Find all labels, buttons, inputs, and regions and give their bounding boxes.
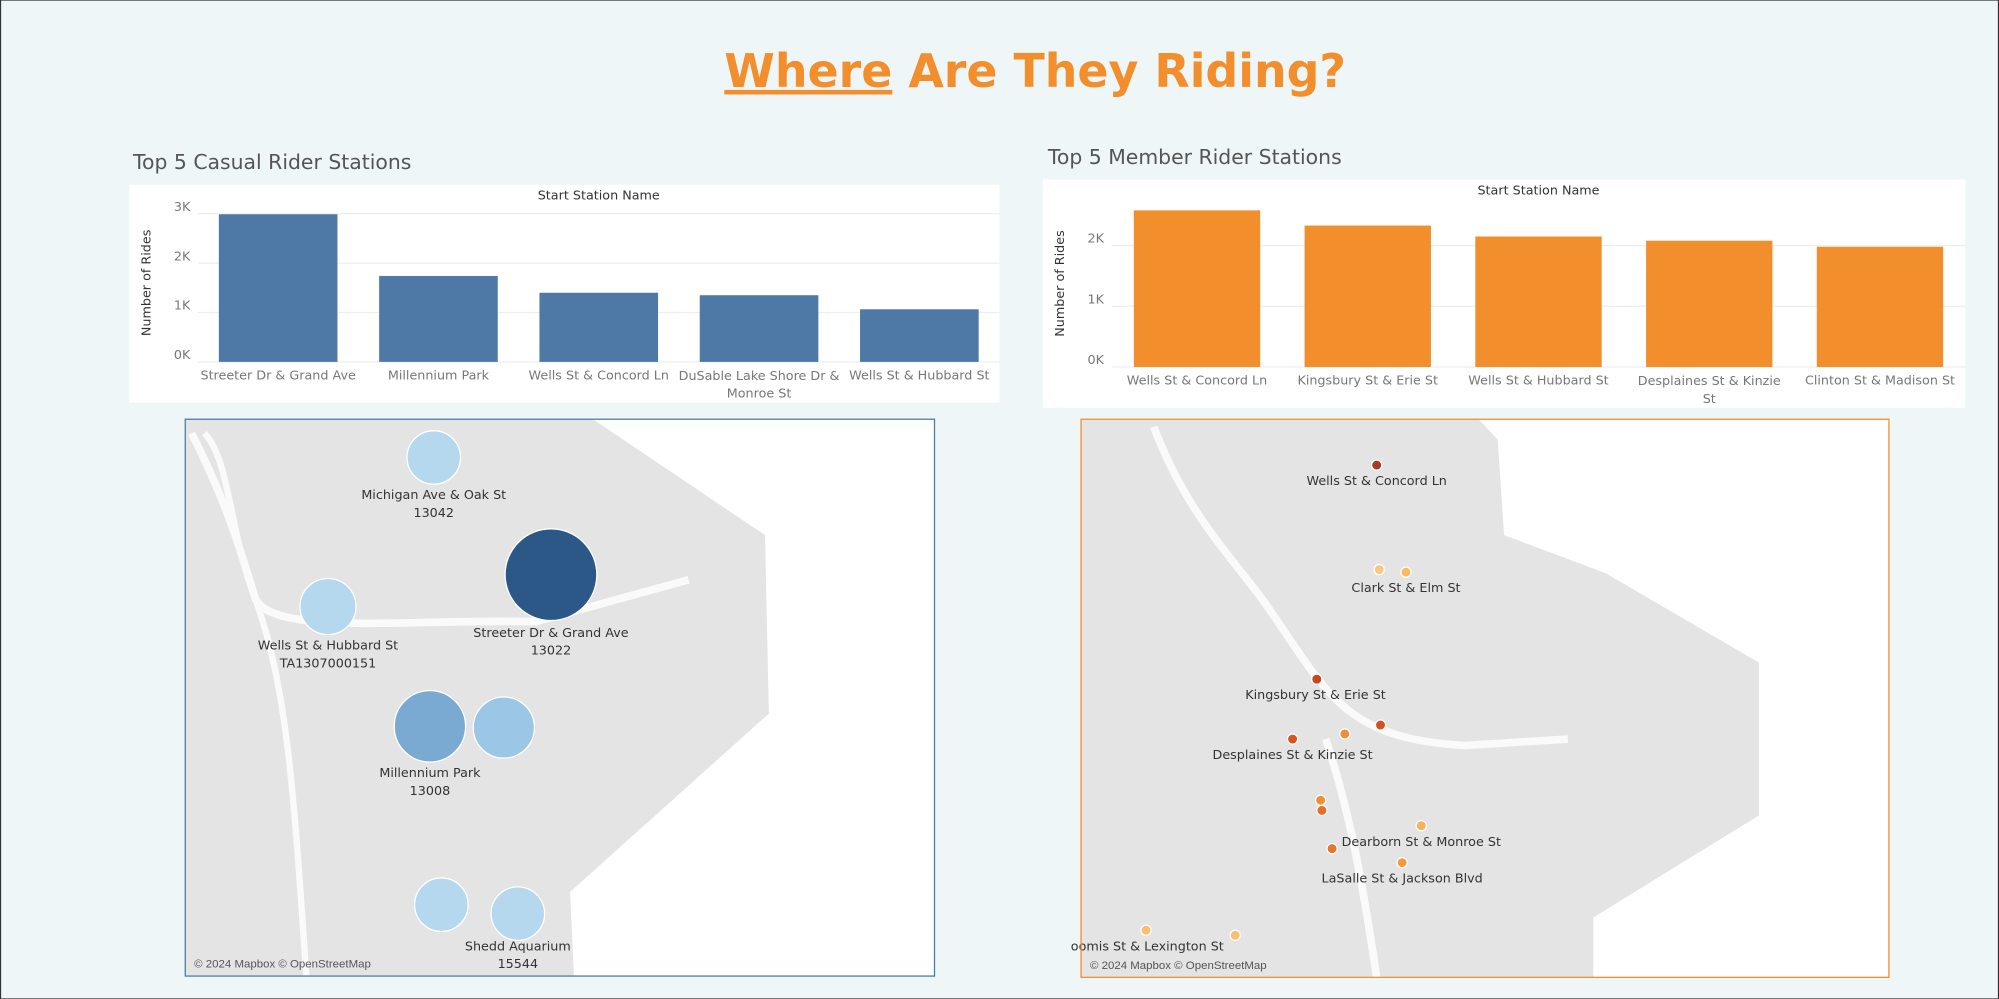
station-label: Shedd Aquarium — [465, 939, 571, 954]
bar — [699, 295, 819, 362]
y-tick-label: 2K — [174, 249, 191, 264]
x-tick-label: Desplaines St & Kinzie St — [1638, 373, 1781, 406]
station-marker — [299, 577, 357, 636]
x-tick-label: Millennium Park — [388, 368, 490, 383]
station-marker — [490, 886, 546, 942]
station-label: Kingsbury St & Erie St — [1245, 688, 1386, 703]
y-tick-label: 0K — [174, 348, 191, 363]
map-frame — [1080, 418, 1890, 978]
title-link[interactable]: Where — [724, 43, 892, 97]
map-attribution: © 2024 Mapbox © OpenStreetMap — [194, 959, 371, 971]
station-id: 15544 — [498, 957, 539, 972]
station-id: TA1307000151 — [279, 656, 377, 671]
station-marker — [1400, 566, 1412, 578]
dashboard-title: Where Are They Riding? — [724, 43, 1346, 97]
bar — [379, 275, 498, 362]
x-tick-label: Wells St & Concord Ln — [529, 368, 669, 383]
station-marker — [1370, 459, 1383, 471]
station-marker — [1396, 856, 1408, 869]
map-frame — [184, 418, 936, 977]
chart-title: Top 5 Member Rider Stations — [1047, 145, 1342, 169]
y-tick-label: 3K — [174, 200, 191, 215]
bar — [1816, 246, 1944, 367]
station-marker — [1311, 673, 1323, 685]
station-label: Millennium Park — [379, 766, 481, 781]
station-label: Streeter Dr & Grand Ave — [473, 626, 628, 641]
station-label: Michigan Ave & Oak St — [361, 488, 506, 503]
bar — [1475, 236, 1602, 367]
map-base — [185, 419, 935, 977]
bar — [539, 292, 659, 362]
bar — [1133, 210, 1261, 367]
y-tick-label: 1K — [1088, 292, 1105, 307]
station-marker — [393, 689, 467, 763]
map-base — [1081, 419, 1889, 978]
x-tick-label: Wells St & Concord Ln — [1127, 373, 1267, 388]
y-tick-label: 1K — [174, 299, 191, 314]
bar — [1304, 225, 1431, 367]
station-label: Dearborn St & Monroe St — [1342, 835, 1501, 850]
station-marker — [1286, 733, 1299, 745]
x-tick-label: Wells St & Hubbard St — [849, 368, 989, 383]
bar — [1646, 240, 1773, 367]
y-tick-label: 2K — [1088, 232, 1105, 247]
station-marker — [504, 528, 598, 622]
x-tick-label: Clinton St & Madison St — [1805, 373, 1955, 388]
station-label: Wells St & Hubbard St — [258, 639, 398, 654]
station-marker — [406, 430, 462, 485]
station-label: Wells St & Concord Ln — [1306, 474, 1446, 489]
x-tick-label: Streeter Dr & Grand Ave — [200, 368, 355, 383]
chart-title: Top 5 Casual Rider Stations — [132, 150, 411, 174]
y-axis-title: Number of Rides — [1053, 230, 1068, 337]
station-id: 13022 — [531, 644, 572, 659]
station-id: 13008 — [410, 784, 451, 799]
y-axis-title: Number of Rides — [140, 229, 155, 336]
x-axis-title: Start Station Name — [1477, 184, 1599, 199]
x-tick-label: DuSable Lake Shore Dr & Monroe St — [679, 368, 840, 401]
map-attribution: © 2024 Mapbox © OpenStreetMap — [1090, 960, 1267, 972]
station-marker — [1415, 819, 1428, 832]
y-tick-label: 0K — [1088, 353, 1105, 368]
station-label: Desplaines St & Kinzie St — [1213, 748, 1373, 763]
station-marker — [1140, 924, 1152, 936]
bar — [860, 309, 979, 362]
x-axis-title: Start Station Name — [538, 189, 660, 204]
bar — [218, 214, 338, 362]
x-tick-label: Kingsbury St & Erie St — [1297, 373, 1438, 388]
station-label: oomis St & Lexington St — [1071, 939, 1224, 954]
x-tick-label: Wells St & Hubbard St — [1468, 373, 1608, 388]
station-id: 13042 — [413, 506, 454, 521]
station-label: LaSalle St & Jackson Blvd — [1322, 872, 1483, 887]
station-label: Clark St & Elm St — [1351, 581, 1460, 596]
title-text: Are They Riding? — [908, 43, 1346, 97]
